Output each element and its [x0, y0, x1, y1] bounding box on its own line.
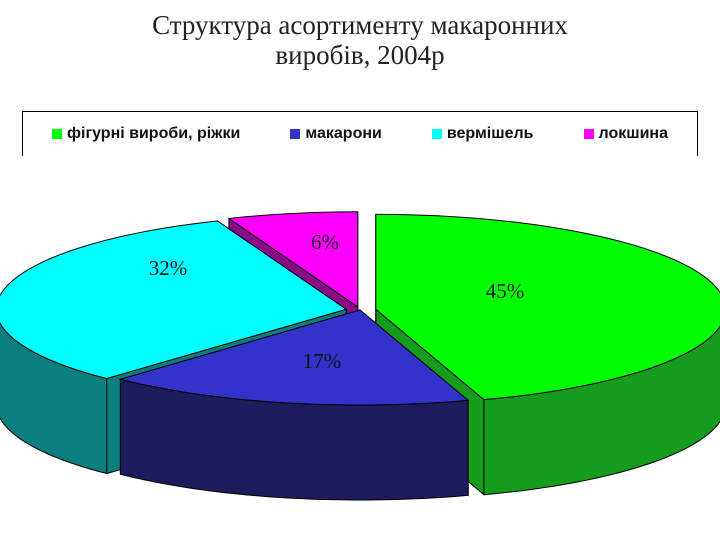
legend-label: вермішель	[446, 125, 534, 142]
legend-label: макарони	[305, 125, 382, 142]
chart-title-line-2: виробів, 2004р	[275, 40, 445, 70]
slice-noodles-label: 6%	[311, 230, 339, 254]
legend-swatch	[431, 129, 442, 139]
legend-item-vermicelli: вермішель	[431, 125, 534, 143]
chart-title-line-1: Структура асортименту макаронних	[152, 10, 568, 40]
legend-swatch	[290, 129, 301, 139]
slice-vermicelli-top	[0, 220, 348, 380]
legend-item-figured: фігурні вироби, ріжки	[52, 125, 240, 143]
slice-vermicelli-label: 32%	[149, 256, 188, 280]
chart-legend: фігурні вироби, ріжки макарони вермішель…	[22, 111, 698, 156]
legend-swatch	[583, 129, 594, 139]
legend-swatch	[52, 129, 62, 139]
slice-macaroni-top	[118, 309, 470, 406]
legend-label: локшина	[598, 125, 668, 142]
slice-noodles-top	[227, 211, 359, 308]
pie-labels: 45% 17% 32% 6%	[149, 230, 525, 373]
pie-tops	[0, 211, 720, 406]
legend-item-macaroni: макарони	[290, 125, 382, 143]
legend-item-noodles: локшина	[583, 125, 668, 143]
slice-figured-top	[375, 213, 720, 401]
slice-macaroni-label: 17%	[303, 349, 342, 373]
chart-title: Структура асортименту макаронних виробів…	[0, 10, 720, 70]
legend-label: фігурні вироби, ріжки	[67, 125, 241, 142]
slice-figured-label: 45%	[486, 279, 525, 303]
